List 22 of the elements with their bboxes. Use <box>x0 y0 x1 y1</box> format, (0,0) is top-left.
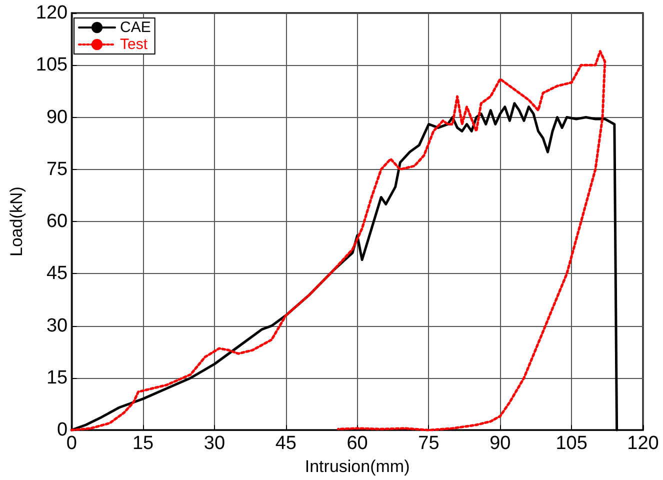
x-tick-label: 45 <box>275 433 296 454</box>
y-tick-label: 90 <box>46 106 68 128</box>
legend-label: Test <box>120 36 148 53</box>
x-tick-label: 75 <box>418 433 440 454</box>
x-axis-title: Intrusion(mm) <box>304 457 410 476</box>
y-tick-label: 15 <box>46 367 68 388</box>
y-tick-label: 105 <box>36 54 68 76</box>
x-tick-label: 30 <box>204 433 226 454</box>
x-tick-label: 60 <box>346 433 368 454</box>
x-tick-label: 15 <box>132 433 154 454</box>
y-tick-label: 60 <box>46 211 68 232</box>
y-tick-label: 75 <box>46 158 68 180</box>
x-tick-label: 120 <box>627 433 659 454</box>
y-axis-title: Load(kN) <box>7 186 26 257</box>
x-tick-label: 105 <box>556 433 588 454</box>
y-tick-label: 30 <box>46 315 68 336</box>
y-tick-label: 0 <box>57 420 68 441</box>
line-series <box>70 50 606 432</box>
y-tick-label: 45 <box>46 263 68 284</box>
x-tick-label: 90 <box>490 433 511 454</box>
y-tick-label: 120 <box>36 2 68 24</box>
legend-label: CAE <box>120 19 151 36</box>
